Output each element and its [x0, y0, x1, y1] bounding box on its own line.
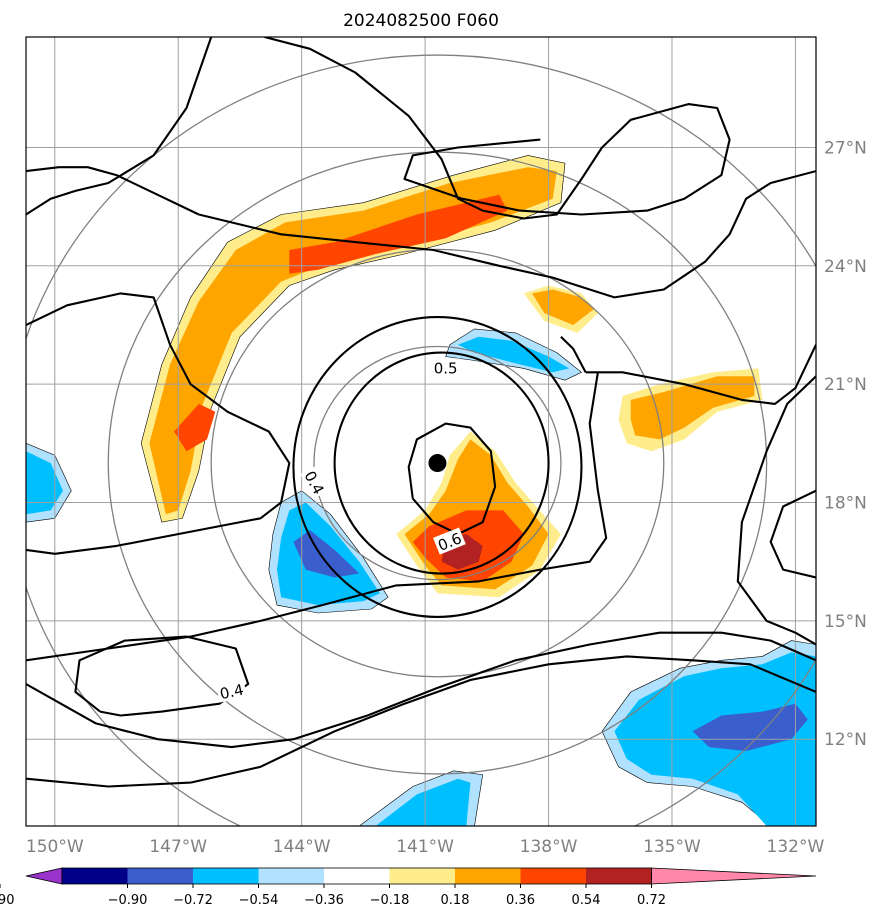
- contour-label-bg: [431, 358, 460, 377]
- latitude-tick-label: 18°N: [824, 494, 867, 514]
- contour-line: [264, 37, 731, 220]
- fill-region: [289, 194, 508, 274]
- contour-label: 0.4: [218, 681, 245, 704]
- colorbar-swatch: [520, 868, 586, 884]
- contour-label: 0.5: [434, 359, 458, 377]
- fill-region: [532, 289, 594, 325]
- colorbar-swatch: [127, 868, 193, 884]
- fill-region: [630, 376, 755, 440]
- fill-region: [174, 403, 216, 452]
- plot-frame: [25, 36, 817, 827]
- longitude-tick-labels: 150°W 147°W 144°W 141°W 138°W 135°W 132°W: [26, 837, 825, 857]
- colorbar-swatch: [258, 868, 324, 884]
- contour-line: [26, 655, 816, 788]
- contour-line: [26, 631, 816, 749]
- chart-title: 2024082500 F060: [343, 11, 499, 31]
- latitude-tick-label: 12°N: [824, 730, 867, 750]
- longitude-tick-label: 147°W: [149, 837, 207, 857]
- contour-ring: [292, 316, 583, 618]
- colorbar-tick-label: −0.54: [239, 893, 279, 908]
- longitude-tick-label: 144°W: [273, 837, 331, 857]
- contour-line: [560, 336, 587, 373]
- latitude-tick-label: 27°N: [824, 138, 867, 158]
- colorbar-tick-label: −0.90: [108, 893, 148, 908]
- colorbar-swatch: [193, 868, 259, 884]
- contour-line: [198, 170, 816, 299]
- shaded-field: [26, 155, 816, 826]
- colorbar-tick-label: −0.36: [304, 893, 344, 908]
- latitude-tick-labels: 12°N 15°N 18°N 21°N 24°N 27°N: [824, 138, 867, 750]
- contour-line: [407, 422, 497, 536]
- colorbar-frame: [61, 867, 652, 885]
- contour-labels: 0.50.40.60.4: [215, 358, 466, 704]
- longitude-tick-label: 141°W: [396, 837, 454, 857]
- contour-line: [26, 166, 200, 216]
- colorbar-tick-label: 0.54: [572, 893, 601, 908]
- fill-region: [149, 167, 557, 515]
- contour-lines: [26, 37, 816, 788]
- colorbar-tick-label: 0.36: [506, 893, 535, 908]
- contour-line: [769, 489, 816, 579]
- range-ring: [26, 54, 816, 826]
- contour-line: [736, 375, 816, 646]
- colorbar-swatch: [62, 868, 128, 884]
- contour-label-bg: [215, 679, 248, 703]
- fill-region: [293, 530, 360, 578]
- latitude-tick-label: 24°N: [824, 257, 867, 277]
- latitude-tick-label: 21°N: [824, 375, 867, 395]
- latitude-tick-label: 15°N: [824, 612, 867, 632]
- range-ring: [313, 345, 562, 581]
- fill-region: [375, 778, 471, 826]
- colorbar-tick-label: 0.72: [637, 893, 666, 908]
- longitude-tick-label: 132°W: [767, 837, 825, 857]
- contour-line: [74, 635, 250, 717]
- contour-line: [585, 344, 816, 405]
- colorbar-tick-label: −0.72: [173, 893, 213, 908]
- colorbar-extend-low: [25, 867, 63, 885]
- range-ring: [210, 248, 665, 678]
- colorbar-swatch: [324, 868, 390, 884]
- colorbar-swatch: [455, 868, 521, 884]
- colorbar-tick-label: 0.18: [441, 893, 470, 908]
- contour-label-bg: [433, 527, 466, 555]
- fill-region: [26, 451, 63, 515]
- longitude-tick-label: 138°W: [520, 837, 578, 857]
- contour-label-bg: [300, 465, 330, 499]
- colorbar-tick-label: −0.18: [370, 893, 410, 908]
- colorbar-tick-label: 0.90: [0, 893, 14, 908]
- storm-center-marker: [428, 454, 447, 473]
- colorbar-swatch: [586, 868, 652, 884]
- contour-ring: [333, 351, 550, 575]
- contour-line: [26, 292, 291, 555]
- contour-line: [26, 37, 213, 216]
- colorbar-swatch: [389, 868, 455, 884]
- lat-lon-grid: [26, 37, 816, 826]
- colorbar-extend-high: [651, 867, 817, 885]
- colorbar: −0.90 −0.72 −0.54 −0.36 −0.18 0.18 0.36 0.54 0.7…: [0, 867, 817, 908]
- longitude-tick-label: 150°W: [26, 837, 84, 857]
- longitude-tick-label: 135°W: [643, 837, 701, 857]
